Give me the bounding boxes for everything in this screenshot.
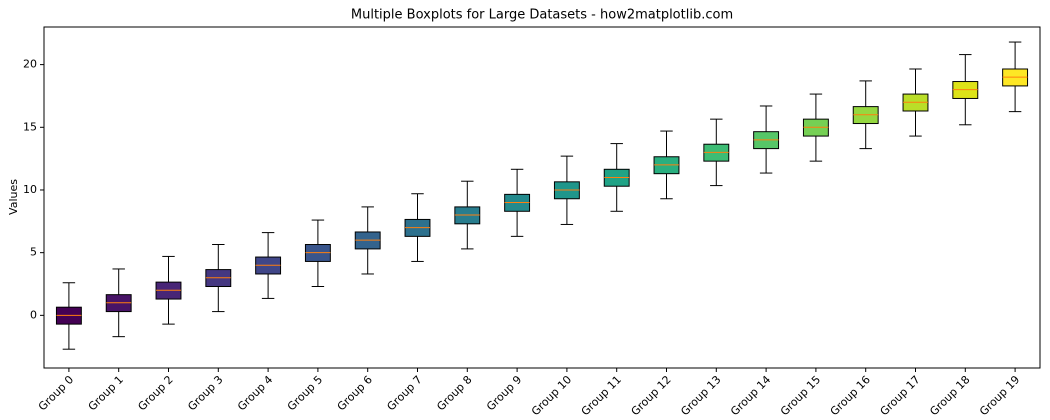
x-tick-label: Group 1 [86,373,126,413]
x-tick-label: Group 10 [529,373,574,418]
x-tick-label: Group 4 [235,373,275,413]
x-tick-label: Group 6 [335,373,375,413]
y-tick-label: 5 [30,246,37,259]
x-tick-label: Group 3 [185,373,225,413]
y-tick-label: 0 [30,308,37,321]
x-tick-label: Group 19 [977,373,1022,418]
plot-frame [43,26,1041,369]
x-tick-label: Group 9 [484,373,524,413]
x-tick-label: Group 2 [135,373,175,413]
y-tick-label: 10 [23,183,37,196]
x-tick-label: Group 15 [778,373,823,418]
x-tick-label: Group 5 [285,373,325,413]
x-tick-label: Group 16 [828,373,873,418]
x-tick-label: Group 14 [728,373,773,418]
x-tick-label: Group 18 [927,373,972,418]
x-tick-label: Group 7 [384,373,424,413]
x-tick-label: Group 17 [877,373,922,418]
y-tick-label: 20 [23,58,37,71]
x-tick-label: Group 8 [434,373,474,413]
x-tick-label: Group 13 [678,373,723,418]
x-tick-label: Group 11 [579,373,624,418]
y-tick-label: 15 [23,120,37,133]
x-tick-label: Group 0 [36,373,76,413]
x-tick-label: Group 12 [628,373,673,418]
chart-title: Multiple Boxplots for Large Datasets - h… [351,8,733,23]
y-axis-label: Values [7,179,20,215]
